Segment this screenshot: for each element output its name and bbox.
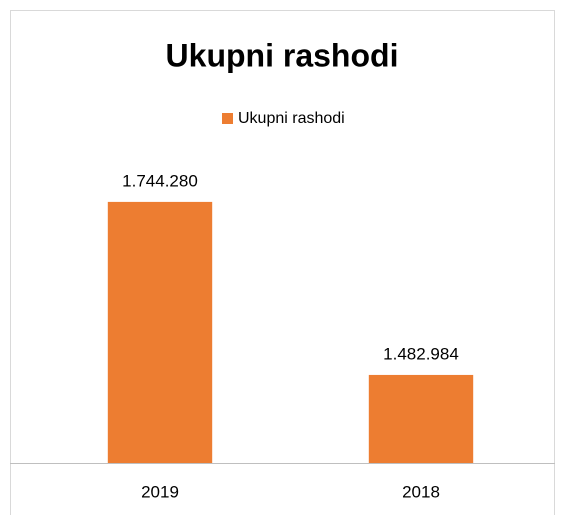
bar [368, 374, 474, 463]
legend-label: Ukupni rashodi [238, 110, 345, 127]
bar [107, 201, 213, 463]
x-tick-label: 2018 [402, 482, 440, 501]
data-label: 1.744.280 [122, 171, 198, 190]
x-tick-label: 2019 [141, 482, 179, 501]
chart-title: Ukupni rashodi [166, 37, 399, 73]
data-label: 1.482.984 [383, 344, 459, 363]
legend-swatch [222, 113, 233, 124]
